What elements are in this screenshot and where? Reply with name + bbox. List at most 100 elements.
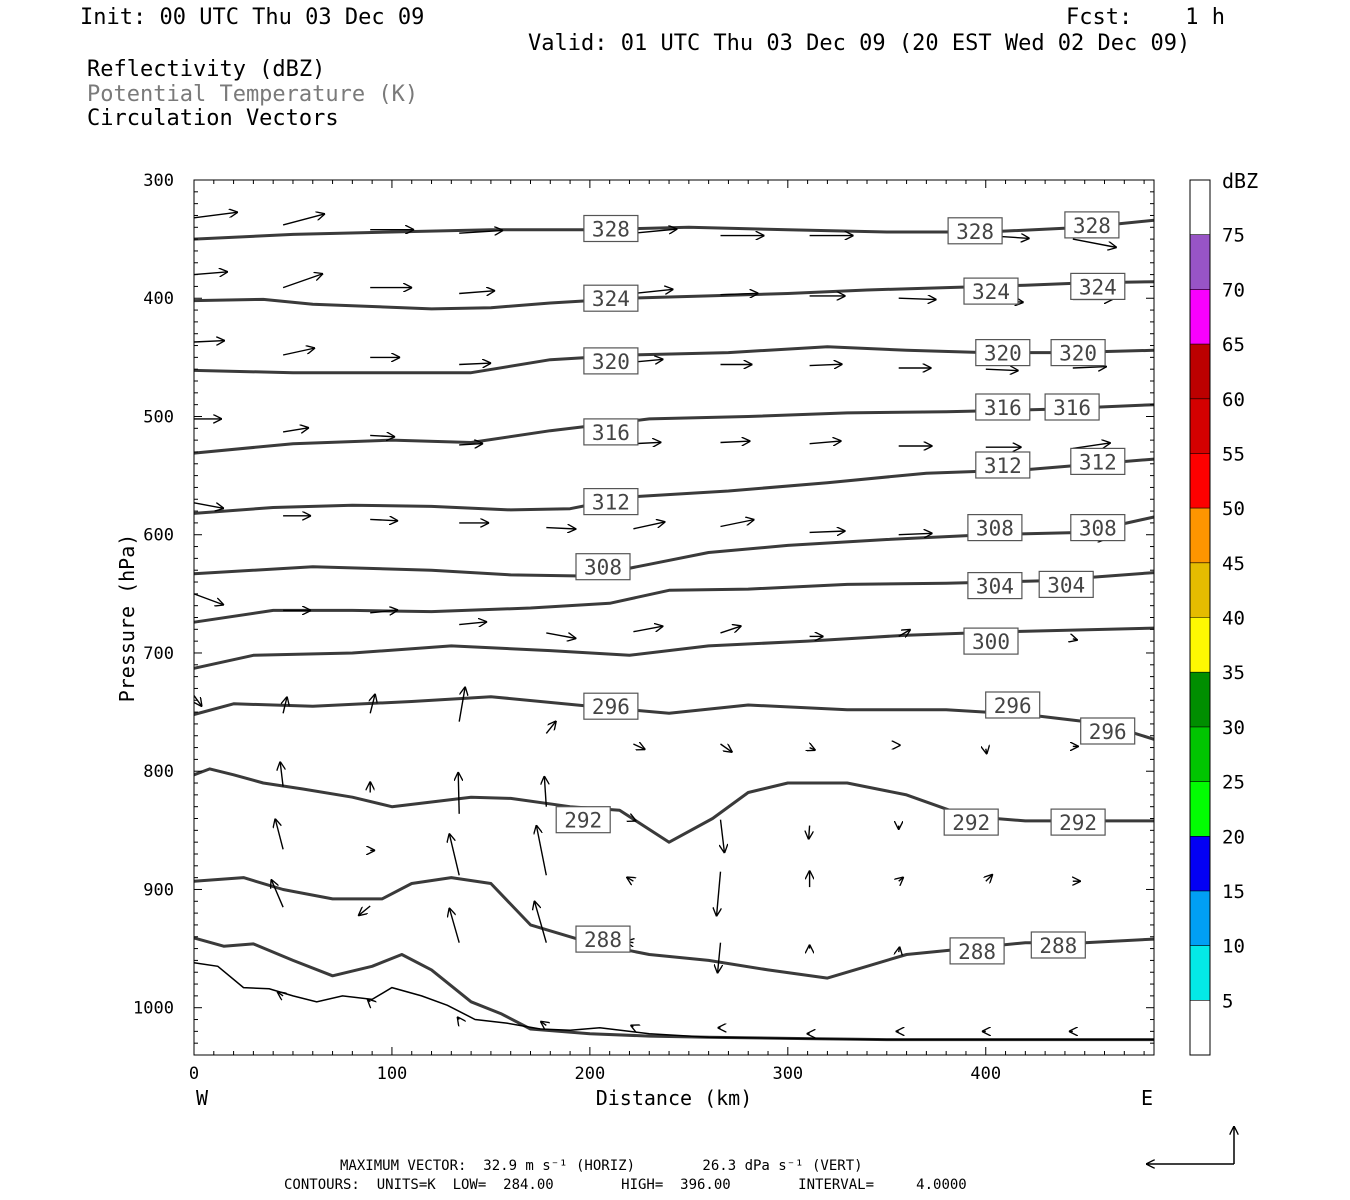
contour-label-box (575, 925, 631, 953)
init-time: Init: 00 UTC Thu 03 Dec 09 (80, 5, 425, 30)
contour-label-box (555, 806, 611, 834)
contour-label-box (575, 553, 631, 581)
contour-label-box (1064, 211, 1120, 239)
x-tick-label: 0 (189, 1064, 199, 1084)
colorbar-swatch (1190, 945, 1210, 1001)
colorbar-swatch (1190, 836, 1210, 892)
colorbar-title: dBZ (1222, 169, 1258, 193)
colorbar-label: 40 (1222, 608, 1245, 630)
contour-label: 308 (1079, 517, 1117, 541)
circulation-vector (1072, 238, 1117, 247)
contour-label: 296 (592, 695, 630, 719)
colorbar-swatch (1190, 617, 1210, 673)
contour-label: 328 (956, 220, 994, 244)
contour-label: 304 (1047, 573, 1085, 597)
colorbar-swatch (1190, 453, 1210, 509)
theta-contour-328 (193, 218, 1155, 241)
valid-time: Valid: 01 UTC Thu 03 Dec 09 (20 EST Wed … (528, 31, 1191, 56)
circulation-vector (809, 441, 842, 444)
circulation-vector (458, 772, 459, 814)
circulation-vector (459, 363, 491, 364)
contour-label-box (963, 277, 1019, 305)
contour-label-box (949, 937, 1005, 965)
circulation-vector (633, 744, 645, 750)
circulation-vector (1073, 639, 1078, 640)
contour-label-box (967, 513, 1023, 542)
colorbar-label: 25 (1222, 772, 1245, 794)
x-axis-label: Distance (km) (596, 1086, 753, 1110)
contour-label: 324 (592, 287, 630, 311)
y-tick-label: 900 (143, 880, 174, 900)
colorbar-swatch (1190, 398, 1210, 454)
contour-label: 292 (564, 809, 602, 833)
colorbar-label: 60 (1222, 389, 1245, 411)
contour-label: 320 (592, 350, 630, 374)
contour-label-box (583, 284, 639, 312)
contour-label: 328 (592, 218, 630, 242)
circulation-vector (633, 626, 663, 633)
circulation-vector (367, 999, 370, 1002)
plot-frame (193, 179, 1155, 1056)
contour-label: 296 (994, 694, 1032, 718)
contour-label: 324 (1079, 275, 1117, 299)
circulation-vector (720, 441, 751, 442)
circulation-vector (271, 879, 284, 908)
contour-label: 312 (984, 454, 1022, 478)
colorbar-label: 45 (1222, 553, 1245, 575)
contour-label: 316 (984, 396, 1022, 420)
circulation-vector (809, 825, 810, 840)
circulation-vector (449, 833, 460, 876)
circulation-vector (986, 874, 993, 881)
circulation-vector (458, 687, 465, 722)
circulation-vector (370, 610, 398, 613)
circulation-vector (898, 533, 933, 534)
contour-info: CONTOURS: UNITS=K LOW= 284.00 HIGH= 396.… (284, 1177, 967, 1193)
circulation-vector (544, 776, 546, 807)
contour-label-box (1050, 808, 1106, 836)
contour-label-box (1080, 717, 1136, 745)
circulation-vector (534, 901, 547, 943)
colorbar-swatch (1190, 1000, 1210, 1056)
circulation-vector (459, 622, 487, 625)
circulation-vector (809, 531, 846, 532)
contour-label-box (963, 627, 1019, 655)
reference-vector-icon (1146, 1126, 1234, 1164)
circulation-vector (1072, 443, 1111, 450)
colorbar-swatch (1190, 344, 1210, 400)
contour-label: 316 (592, 421, 630, 445)
contour-label: 304 (976, 575, 1014, 599)
circulation-vector (809, 364, 843, 365)
contour-label: 320 (984, 342, 1022, 366)
colorbar-label: 30 (1222, 717, 1245, 739)
circulation-vector (193, 272, 228, 275)
y-tick-label: 1000 (133, 999, 174, 1019)
circulation-vector (898, 629, 911, 636)
circulation-vector (459, 444, 483, 445)
contour-label-box (947, 217, 1003, 245)
x-tick-label: 100 (377, 1064, 408, 1084)
y-tick-label: 300 (143, 171, 174, 191)
theta-contour-300 (193, 626, 1155, 670)
max-vector-info: MAXIMUM VECTOR: 32.9 m s⁻¹ (HORIZ) 26.3 … (340, 1158, 863, 1174)
colorbar-label: 50 (1222, 498, 1245, 520)
circulation-vector (449, 908, 460, 943)
circulation-vector (633, 820, 636, 821)
contour-label: 308 (584, 556, 622, 580)
contour-label: 292 (1059, 811, 1097, 835)
circulation-vector (282, 428, 309, 432)
y-tick-label: 500 (143, 407, 174, 427)
theta-contour-288 (193, 876, 1155, 980)
colorbar-label: 5 (1222, 990, 1233, 1012)
colorbar-label: 70 (1222, 279, 1245, 301)
circulation-vector (536, 825, 547, 876)
contour-label: 312 (1079, 450, 1117, 474)
colorbar-label: 20 (1222, 826, 1245, 848)
contour-label-box (1044, 393, 1100, 421)
contour-label: 288 (958, 940, 996, 964)
contour-label: 288 (1039, 934, 1077, 958)
circulation-vector (457, 1017, 459, 1020)
contour-label-box (1070, 272, 1126, 300)
circulation-vector (717, 871, 721, 917)
circulation-vector (193, 341, 225, 342)
circulation-vector (720, 743, 733, 752)
